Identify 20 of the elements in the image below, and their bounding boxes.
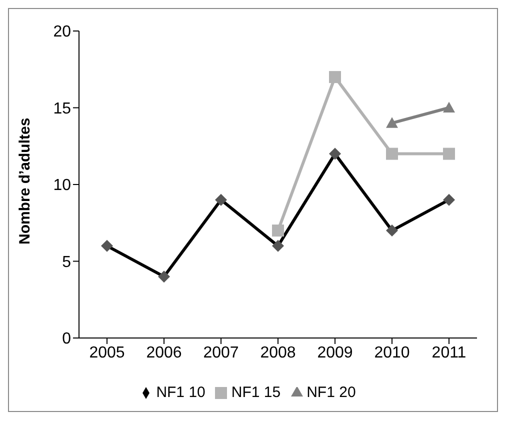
x-tick-label: 2011 [432,344,466,362]
point [329,71,341,84]
point [386,148,398,160]
y-tick-label: 5 [62,254,72,271]
x-tick-label: 2006 [146,344,182,362]
y-tick-label: 20 [53,24,72,41]
x-tick-label: 2009 [317,344,353,362]
legend-label: NF1 15 [231,384,281,401]
legend-label: NF1 10 [156,384,206,401]
y-axis-title: Nombre d’adultes [16,118,34,244]
x-tick-label: 2008 [260,344,296,362]
legend-label: NF1 20 [306,384,356,401]
x-tick-label: 2010 [374,344,410,362]
x-tick-label: 2005 [89,344,125,362]
y-tick-label: 0 [62,330,72,348]
point [443,148,455,160]
x-tick-label: 2007 [203,344,239,362]
point [272,224,284,237]
y-tick-label: 10 [53,177,72,194]
y-tick-label: 15 [53,100,72,118]
